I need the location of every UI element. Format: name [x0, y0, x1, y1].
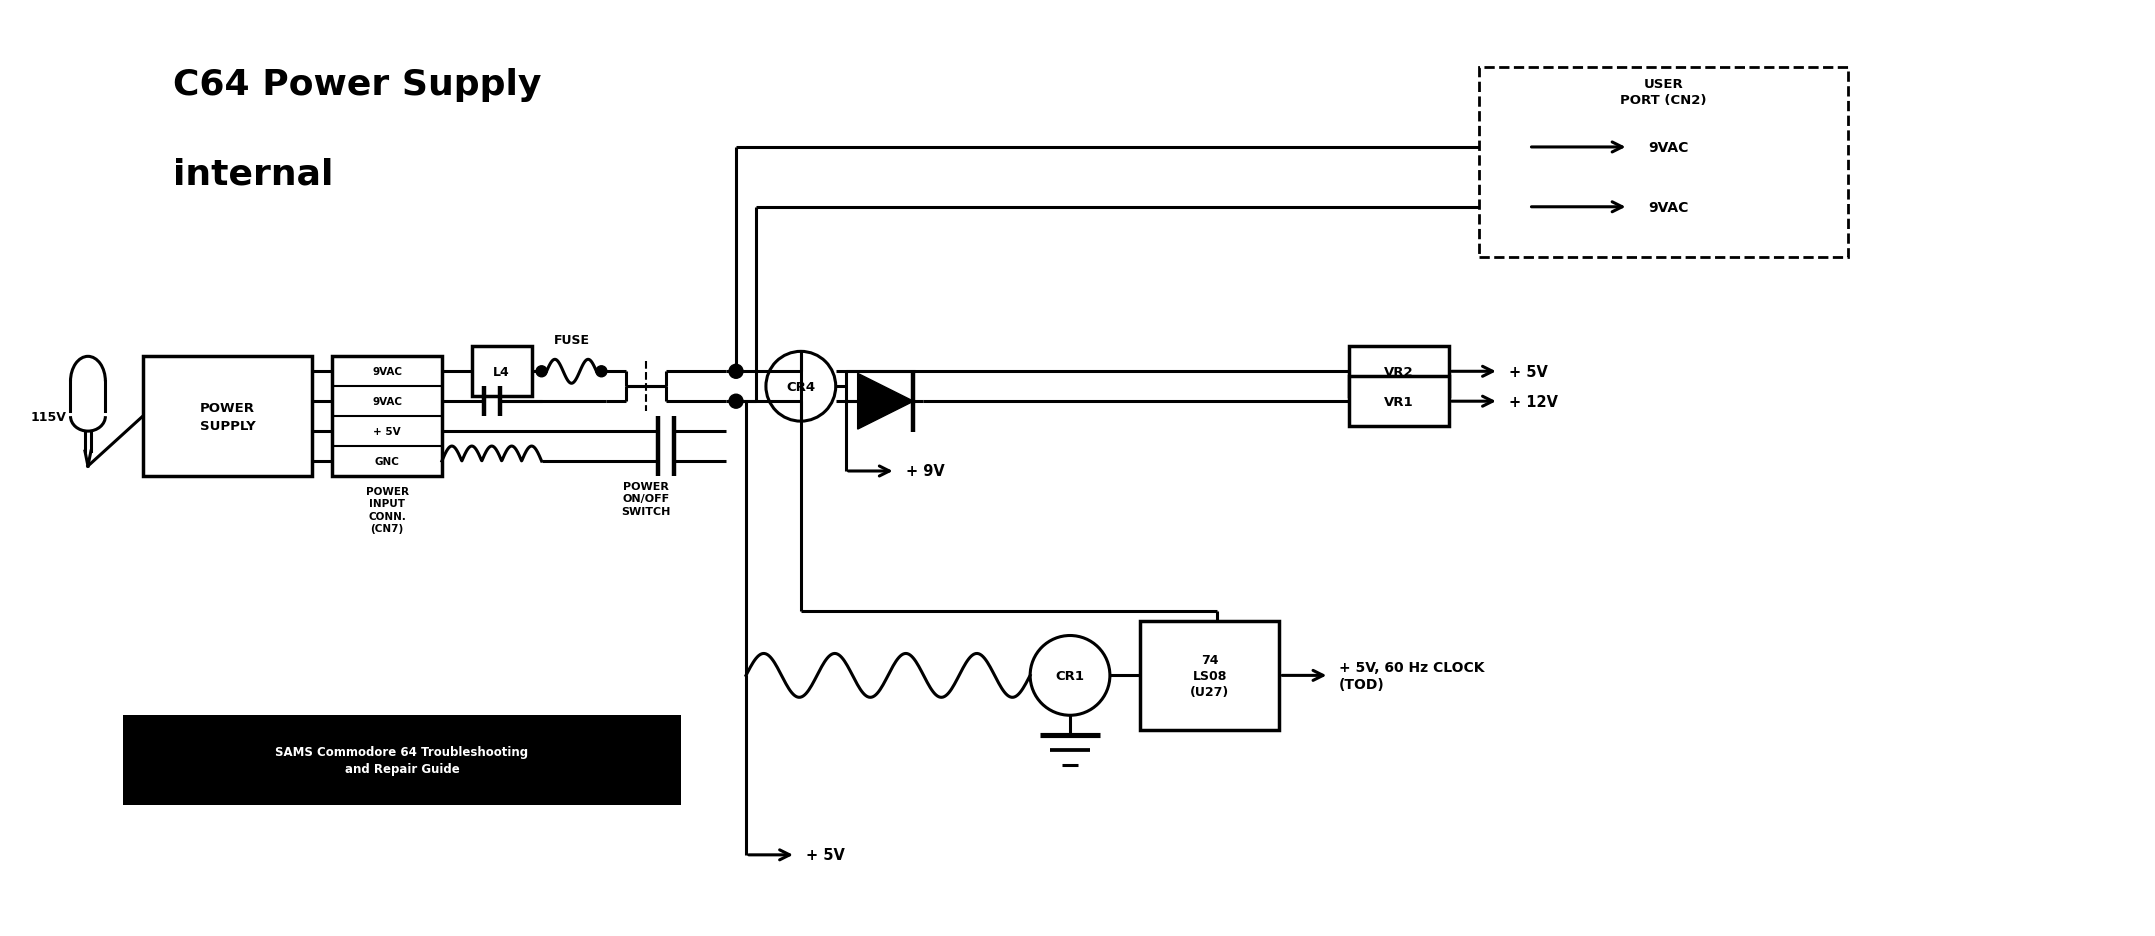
- Circle shape: [728, 395, 743, 409]
- Text: FUSE: FUSE: [554, 334, 590, 347]
- Circle shape: [597, 366, 608, 377]
- Text: C64 Power Supply: C64 Power Supply: [172, 68, 541, 102]
- Text: 74
LS08
(U27): 74 LS08 (U27): [1190, 653, 1228, 698]
- Text: POWER
SUPPLY: POWER SUPPLY: [200, 402, 256, 432]
- Polygon shape: [858, 373, 914, 430]
- Text: 115V: 115V: [30, 410, 67, 423]
- Bar: [332, 357, 442, 476]
- Text: + 5V, 60 Hz CLOCK
(TOD): + 5V, 60 Hz CLOCK (TOD): [1338, 660, 1485, 692]
- Bar: [123, 715, 681, 805]
- Text: + 5V: + 5V: [806, 847, 845, 862]
- Bar: [1140, 621, 1280, 730]
- Text: 9VAC: 9VAC: [1649, 140, 1690, 154]
- Circle shape: [537, 366, 547, 377]
- Text: + 5V: + 5V: [373, 427, 401, 436]
- Bar: [1349, 347, 1448, 397]
- Text: VR1: VR1: [1384, 395, 1414, 408]
- Text: CR1: CR1: [1056, 669, 1084, 682]
- Circle shape: [728, 365, 743, 379]
- Text: POWER
INPUT
CONN.
(CN7): POWER INPUT CONN. (CN7): [366, 487, 409, 534]
- Text: + 12V: + 12V: [1508, 394, 1558, 409]
- Text: 9VAC: 9VAC: [1649, 200, 1690, 214]
- Text: + 5V: + 5V: [1508, 364, 1547, 379]
- Text: SAMS Commodore 64 Troubleshooting
and Repair Guide: SAMS Commodore 64 Troubleshooting and Re…: [276, 745, 528, 775]
- Text: GNC: GNC: [375, 457, 399, 466]
- Text: 9VAC: 9VAC: [373, 367, 403, 377]
- Text: internal: internal: [172, 158, 334, 192]
- Text: L4: L4: [493, 365, 511, 378]
- Text: 9VAC: 9VAC: [373, 397, 403, 407]
- Bar: [142, 357, 312, 476]
- Text: VR2: VR2: [1384, 365, 1414, 378]
- Text: USER
PORT (CN2): USER PORT (CN2): [1621, 78, 1707, 107]
- Text: + 9V: + 9V: [905, 464, 944, 479]
- Bar: [472, 347, 532, 397]
- Bar: [1478, 68, 1847, 257]
- Bar: [1349, 377, 1448, 427]
- Text: POWER
ON/OFF
SWITCH: POWER ON/OFF SWITCH: [621, 481, 670, 517]
- Text: CR4: CR4: [787, 380, 815, 393]
